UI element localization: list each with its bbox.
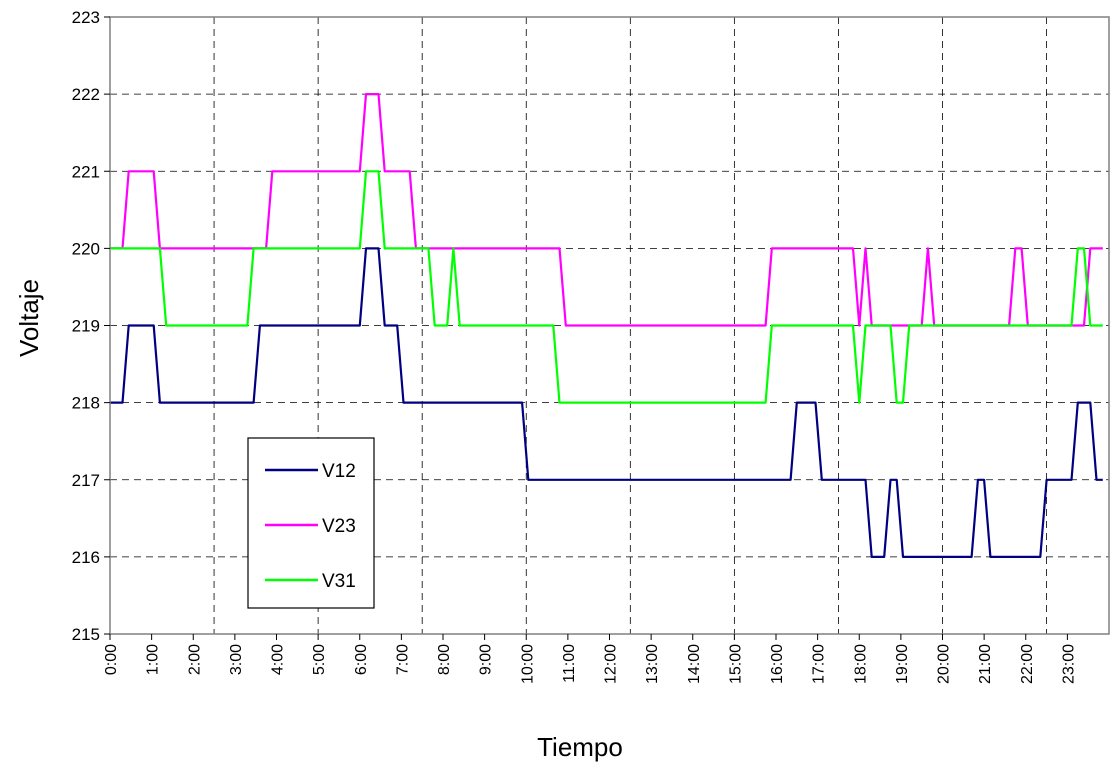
x-tick-label: 8:00 <box>436 644 453 675</box>
x-tick-label: 13:00 <box>644 644 661 684</box>
x-tick-label: 2:00 <box>186 644 203 675</box>
x-tick-label: 15:00 <box>727 644 744 684</box>
x-tick-label: 11:00 <box>561 644 578 683</box>
y-tick-label: 217 <box>72 471 100 490</box>
y-tick-label: 220 <box>72 239 100 258</box>
x-tick-label: 7:00 <box>394 644 411 675</box>
x-tick-label: 22:00 <box>1019 644 1036 684</box>
y-tick-label: 216 <box>72 548 100 567</box>
x-tick-label: 4:00 <box>270 644 287 675</box>
series-line-v12 <box>110 247 1103 559</box>
x-tick-label: 21:00 <box>977 644 994 684</box>
y-tick-label: 221 <box>72 162 100 181</box>
x-axis-ticks: 0:00 1:00 2:00 3:00 4:00 5:00 6:00 7:00 8:00 9:00… <box>103 634 1077 684</box>
y-tick-label: 215 <box>72 625 100 644</box>
y-tick-label: 219 <box>72 317 100 336</box>
x-tick-label: 14:00 <box>686 644 703 684</box>
x-tick-label: 23:00 <box>1060 644 1077 684</box>
legend-label-v23: V23 <box>322 516 356 537</box>
y-axis-ticks: 215 216 217 218 219 220 221 222 223 <box>72 8 110 644</box>
x-tick-label: 9:00 <box>478 644 495 675</box>
x-tick-label: 16:00 <box>769 644 786 684</box>
x-tick-label: 20:00 <box>936 644 953 684</box>
x-tick-label: 1:00 <box>145 644 162 675</box>
series-line-v23 <box>110 92 1103 327</box>
x-tick-label: 0:00 <box>103 644 120 675</box>
x-tick-label: 10:00 <box>519 644 536 684</box>
x-tick-label: 12:00 <box>603 644 620 684</box>
legend-label-v31: V31 <box>322 571 356 592</box>
x-tick-label: 17:00 <box>811 644 828 684</box>
x-tick-label: 18:00 <box>852 644 869 684</box>
x-axis-title: Tiempo <box>537 732 623 762</box>
y-tick-label: 218 <box>72 394 100 413</box>
y-tick-label: 223 <box>72 8 100 27</box>
y-tick-label: 222 <box>72 85 100 104</box>
y-axis-title: Voltaje <box>14 279 44 357</box>
series-lines <box>110 92 1103 559</box>
x-tick-label: 19:00 <box>894 644 911 684</box>
series-line-v31 <box>110 170 1103 404</box>
legend-label-v12: V12 <box>322 461 356 482</box>
legend: V12 V23 V31 <box>247 437 375 609</box>
x-tick-label: 5:00 <box>311 644 328 675</box>
x-tick-label: 3:00 <box>228 644 245 675</box>
x-tick-label: 6:00 <box>353 644 370 675</box>
